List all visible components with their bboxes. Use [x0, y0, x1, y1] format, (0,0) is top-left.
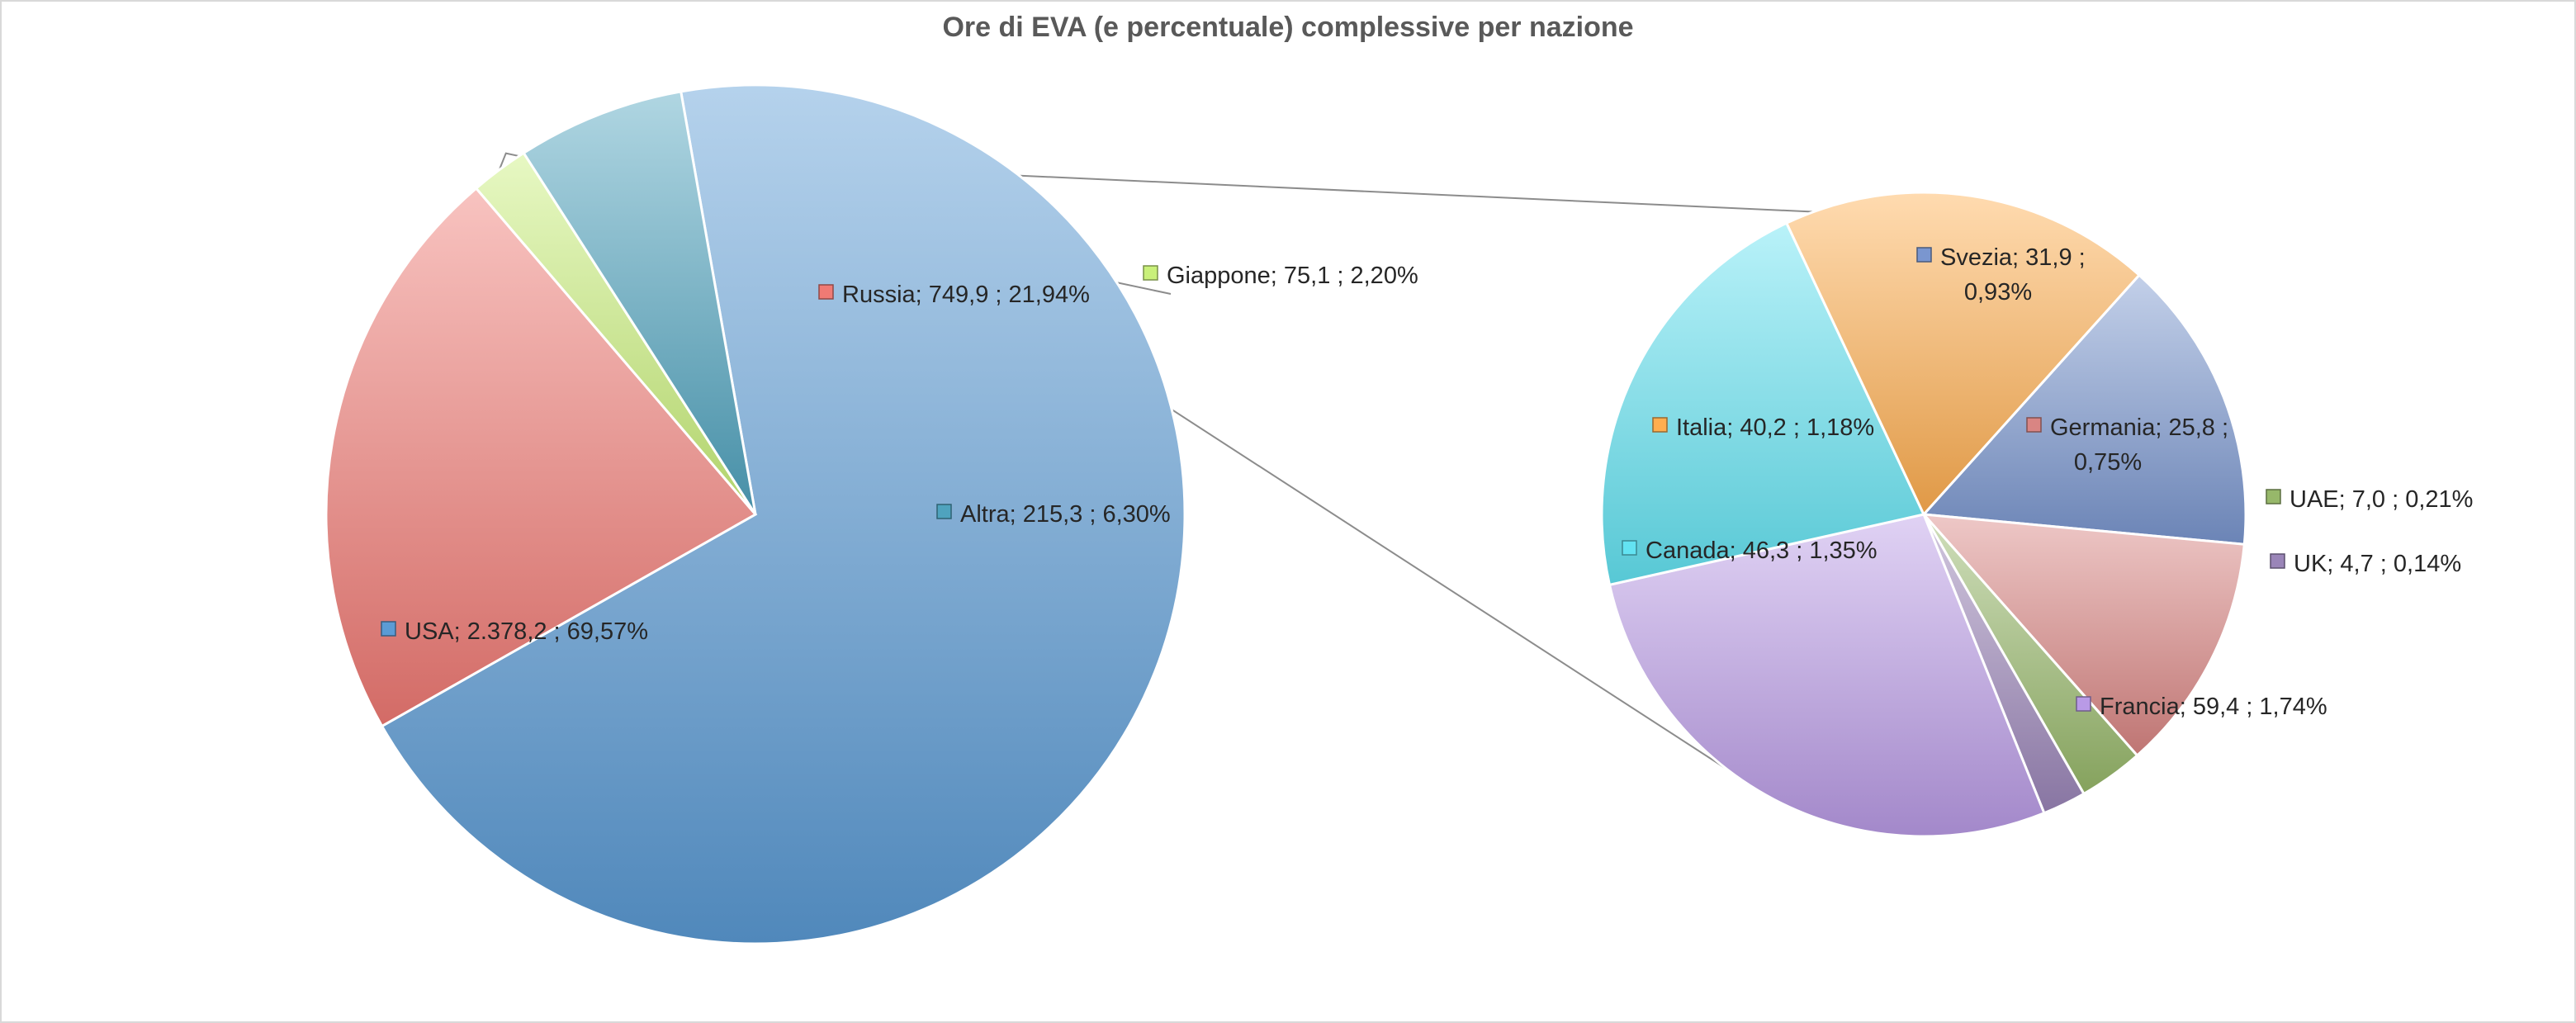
- data-label-text: Altra; 215,3 ; 6,30%: [960, 501, 1171, 528]
- legend-key-usa: [381, 621, 396, 637]
- slice-usa: [380, 83, 1186, 945]
- slice-canada: [1600, 221, 1926, 587]
- data-label-italia: Italia; 40,2 ; 1,18%: [1652, 414, 1874, 441]
- data-label-text: Giappone; 75,1 ; 2,20%: [1167, 263, 1418, 289]
- legend-key-italia: [1652, 417, 1668, 433]
- legend-key-altra: [936, 504, 952, 519]
- data-label-text: Germania; 25,8 ;: [2050, 414, 2228, 441]
- data-label-text: USA; 2.378,2 ; 69,57%: [405, 618, 648, 645]
- data-label-text: Francia; 59,4 ; 1,74%: [2100, 694, 2327, 720]
- data-label-uae: UAE; 7,0 ; 0,21%: [2266, 486, 2473, 513]
- legend-key-germania: [2026, 417, 2042, 433]
- slice-altra: [522, 90, 757, 515]
- data-label-text: UAE; 7,0 ; 0,21%: [2290, 486, 2473, 513]
- data-label-svezia: Svezia; 31,9 ; 0,93%: [1916, 244, 2086, 305]
- data-label-text: 0,93%: [1964, 279, 2032, 305]
- data-label-germania: Germania; 25,8 ; 0,75%: [2026, 414, 2228, 476]
- slice-francia: [1608, 513, 2046, 838]
- data-label-altra: Altra; 215,3 ; 6,30%: [936, 501, 1171, 528]
- data-label-giappone: Giappone; 75,1 ; 2,20%: [1143, 263, 1418, 289]
- data-label-text: UK; 4,7 ; 0,14%: [2294, 551, 2461, 577]
- data-labels: USA; 2.378,2 ; 69,57% Russia; 749,9 ; 21,…: [381, 244, 2473, 720]
- data-label-text: Russia; 749,9 ; 21,94%: [842, 282, 1090, 308]
- legend-key-canada: [1622, 540, 1637, 556]
- data-label-text: Italia; 40,2 ; 1,18%: [1676, 414, 1874, 441]
- legend-key-uk: [2270, 553, 2285, 569]
- data-label-francia: Francia; 59,4 ; 1,74%: [2076, 694, 2327, 720]
- data-label-usa: USA; 2.378,2 ; 69,57%: [381, 618, 648, 645]
- slice-svezia: [1920, 273, 2247, 546]
- data-label-canada: Canada; 46,3 ; 1,35%: [1622, 538, 1878, 564]
- legend-key-giappone: [1143, 265, 1158, 281]
- secondary-pie: [1600, 191, 2247, 838]
- legend-key-uae: [2266, 489, 2281, 504]
- legend-key-francia: [2076, 696, 2091, 712]
- data-label-text: Svezia; 31,9 ;: [1940, 244, 2086, 271]
- slice-italia: [1784, 191, 2142, 517]
- data-label-text: 0,75%: [2074, 449, 2142, 476]
- chart-title: Ore di EVA (e percentuale) complessive p…: [942, 12, 1634, 43]
- data-label-russia: Russia; 749,9 ; 21,94%: [818, 282, 1090, 308]
- legend-key-svezia: [1916, 247, 1932, 263]
- slice-russia: [324, 186, 758, 728]
- slice-germania: [1920, 513, 2246, 758]
- data-label-uk: UK; 4,7 ; 0,14%: [2270, 551, 2461, 577]
- legend-key-russia: [818, 284, 834, 300]
- main-pie: [324, 83, 1186, 945]
- data-label-text: Canada; 46,3 ; 1,35%: [1646, 538, 1878, 564]
